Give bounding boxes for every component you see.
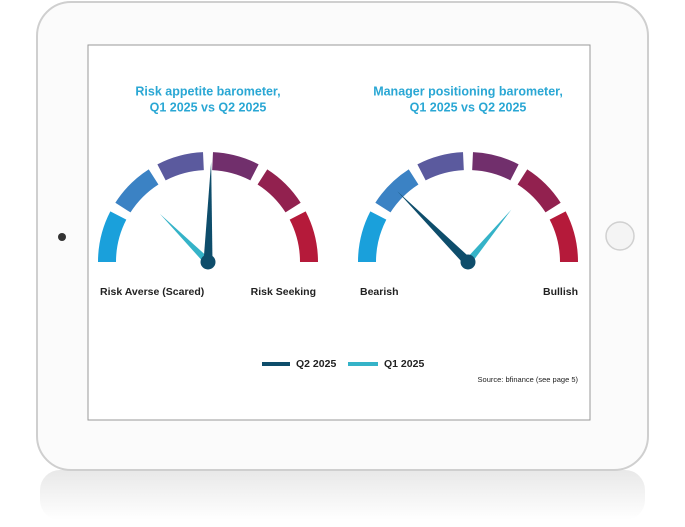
gauge-segment (471, 152, 519, 181)
chart-title: Q1 2025 vs Q2 2025 (410, 100, 527, 114)
home-button[interactable] (605, 221, 635, 251)
gauge-segment (375, 169, 419, 213)
screen (87, 44, 591, 421)
gauge-segment (289, 211, 318, 263)
needle-hub (200, 254, 216, 270)
gauge-segment (257, 169, 301, 213)
legend-label: Q2 2025 (296, 358, 336, 370)
reflection (40, 470, 645, 520)
gauge-segment (549, 211, 578, 263)
needle (203, 162, 213, 263)
gauge-segment (115, 169, 159, 213)
needle (159, 213, 211, 265)
chart-title: Manager positioning barometer, (373, 84, 563, 98)
gauge-segment (358, 211, 387, 263)
needle-hub (460, 254, 476, 270)
chart-title: Q1 2025 vs Q2 2025 (150, 100, 267, 114)
gauge-segment (211, 152, 259, 181)
source: Source: bfinance (see page 5) (478, 375, 579, 384)
needle (465, 209, 512, 265)
min-label: Risk Averse (Scared) (100, 286, 204, 298)
needle (397, 191, 472, 266)
max-label: Bullish (543, 286, 578, 298)
legend-label: Q1 2025 (384, 358, 424, 370)
gauge-segment (517, 169, 561, 213)
chart-title: Risk appetite barometer, (135, 84, 280, 98)
gauge-segment (417, 152, 465, 181)
gauge-segment (157, 152, 205, 181)
gauge-segment (98, 211, 127, 263)
min-label: Bearish (360, 286, 399, 298)
camera (58, 233, 66, 241)
max-label: Risk Seeking (251, 286, 316, 298)
